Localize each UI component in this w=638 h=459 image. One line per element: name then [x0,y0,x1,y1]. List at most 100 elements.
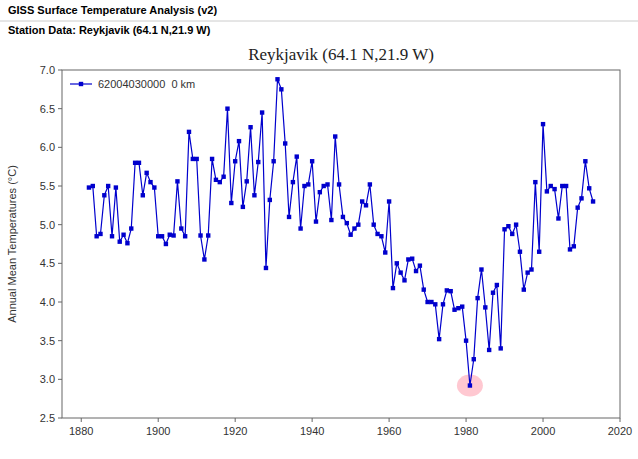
point [506,224,510,228]
point [160,234,164,238]
point [314,219,318,223]
point [187,130,191,134]
x-tick [312,418,313,422]
y-tick-label: 6.0 [40,141,55,153]
point [225,106,229,110]
point [514,222,518,226]
x-tick-label: 1980 [454,425,478,437]
x-tick-label: 1880 [69,425,93,437]
point [106,184,110,188]
point [287,215,291,219]
point [91,184,95,188]
point [125,241,129,245]
point [545,189,549,193]
point [529,267,533,271]
y-axis-label: Annual Mean Temperatures (°C) [6,165,18,323]
point [252,193,256,197]
y-tick [58,70,62,71]
point [298,226,302,230]
point [518,250,522,254]
point [552,187,556,191]
y-tick-label: 7.0 [40,64,55,76]
axes: 2.53.03.54.04.55.05.56.06.57.01880190019… [40,64,633,437]
point [483,305,487,309]
point [464,338,468,342]
point [318,190,322,194]
point [306,182,310,186]
point [152,185,156,189]
point [402,278,406,282]
point [348,233,352,237]
point [295,154,299,158]
legend: 62004030000 0 km [70,78,195,90]
x-tick [389,418,390,422]
point [445,288,449,292]
point [321,184,325,188]
x-tick [235,418,236,422]
legend-label: 62004030000 0 km [98,78,195,90]
point [522,287,526,291]
x-tick-label: 1920 [223,425,247,437]
point [121,233,125,237]
y-tick [58,108,62,109]
point [206,233,210,237]
point [398,270,402,274]
y-tick-label: 4.0 [40,296,55,308]
point [260,110,264,114]
point [141,193,145,197]
point [202,257,206,261]
point [183,234,187,238]
point [429,300,433,304]
point [437,337,441,341]
y-tick-label: 2.5 [40,412,55,424]
point [375,232,379,236]
x-tick [81,418,82,422]
point [383,250,387,254]
point [418,263,422,267]
point [479,267,483,271]
point [194,157,198,161]
point [406,257,410,261]
header-separator [0,21,638,22]
point [583,159,587,163]
point [229,201,233,205]
point [148,180,152,184]
plot-frame [62,70,620,418]
y-tick-label: 3.0 [40,373,55,385]
x-tick [620,418,621,422]
point [210,157,214,161]
point [264,266,268,270]
header-text: GISS Surface Temperature Analysis (v2) [8,4,217,16]
point [448,289,452,293]
x-tick-label: 1940 [300,425,324,437]
point [329,218,333,222]
point [510,232,514,236]
point [275,77,279,81]
point [495,283,499,287]
point [102,193,106,197]
x-tick-label: 1960 [377,425,401,437]
point [395,261,399,265]
point [94,234,98,238]
x-tick [158,418,159,422]
point [198,233,202,237]
point [248,125,252,129]
point [525,270,529,274]
point [214,178,218,182]
chart: GISS Surface Temperature Analysis (v2)St… [0,0,638,459]
y-tick [58,147,62,148]
y-tick [58,302,62,303]
point [433,302,437,306]
x-tick [466,418,467,422]
point [241,205,245,209]
title: Reykjavik (64.1 N,21.9 W) [248,45,434,64]
point [337,182,341,186]
point [591,199,595,203]
point [98,232,102,236]
point [441,302,445,306]
point [268,198,272,202]
y-tick-label: 6.5 [40,103,55,115]
y-tick [58,379,62,380]
point [502,227,506,231]
point [256,160,260,164]
